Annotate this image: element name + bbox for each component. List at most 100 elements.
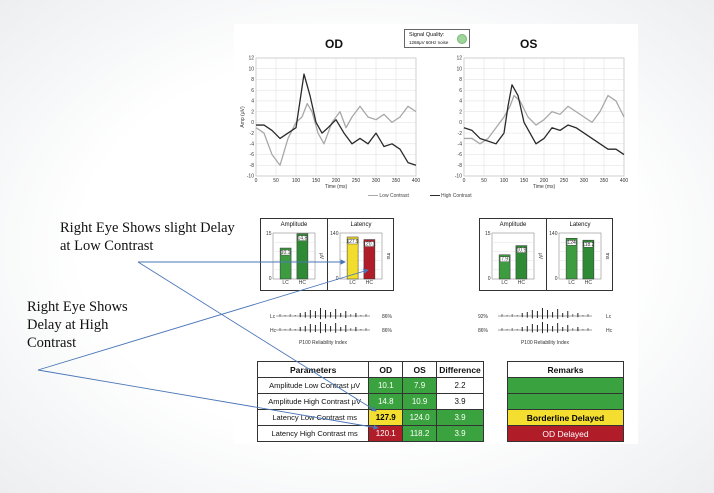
reliability-title: P100 Reliability Index	[521, 340, 570, 346]
table-row: Amplitude High Contrast μV 14.8 10.9 3.9	[256, 393, 484, 410]
value-label: 10.1	[281, 250, 291, 256]
value-label-box	[364, 241, 375, 247]
y-tick-label: 2	[251, 109, 254, 115]
y-axis-label: Amp (μV)	[240, 106, 246, 128]
y-tick-label: 6	[251, 88, 254, 94]
remark-borderline: Borderline Delayed	[507, 409, 624, 426]
remarks-table: Remarks Borderline Delayed OD Delayed	[507, 361, 624, 442]
os-bar-panel: Amplitude Latency 15 0 μV 7.9 LC 10.9 HC 140 0 m…	[479, 218, 613, 291]
x-tick-label: 0	[255, 178, 258, 184]
remark-cell	[507, 377, 624, 394]
os-waveform-chart: 0 50 100 150 200 250 300 350 400 12 10 8 6 4 2 0 -2 -4 -6 -…	[455, 56, 629, 190]
x-tick-label: 250	[560, 178, 569, 184]
x-tick-label: 400	[412, 178, 421, 184]
os-value: 124.0	[402, 409, 438, 426]
x-tick-label: 400	[620, 178, 629, 184]
y-tick-label: 6	[459, 88, 462, 94]
legend-low-label: Low Contrast	[379, 193, 409, 199]
y-tick-label: 2	[459, 109, 462, 115]
signal-quality-indicator	[457, 34, 467, 44]
y-tick-label: 10	[248, 66, 254, 72]
annotation-line: Right Eye Shows slight Delay	[60, 220, 235, 236]
legend-high-label: High Contrast	[441, 193, 472, 199]
reliability-percent: 92%	[478, 314, 489, 320]
x-tick-label: 200	[540, 178, 549, 184]
value-label: 124	[567, 240, 576, 246]
annotation-line: Contrast	[27, 335, 77, 351]
bar-lc	[565, 238, 578, 280]
od-amplitude-title: Amplitude	[280, 222, 308, 228]
y-tick-label: -8	[458, 163, 463, 169]
x-tick-label: 150	[520, 178, 529, 184]
y-axis-label: μV	[537, 253, 543, 260]
x-tick-label: 50	[273, 178, 279, 184]
parameters-table: Parameters OD OS Difference Amplitude Lo…	[256, 361, 484, 442]
os-amplitude-bar-chart: 15 0 μV 7.9 LC 10.9 HC	[485, 231, 543, 286]
y-tick-label: -2	[250, 131, 255, 137]
difference-value: 3.9	[436, 409, 484, 426]
table-row: Latency High Contrast ms 120.1 118.2 3.9	[256, 425, 484, 442]
annotation-line: Delay at High	[27, 317, 109, 333]
x-tick-label: 150	[312, 178, 321, 184]
value-label-box	[516, 247, 527, 253]
legend-low-swatch	[368, 195, 378, 197]
category-label: LC	[282, 280, 289, 286]
x-tick-label: 50	[481, 178, 487, 184]
category-label: LC	[349, 280, 356, 286]
arrow-high-to-graph	[37, 268, 369, 371]
os-value: 10.9	[402, 393, 438, 410]
header-od: OD	[368, 361, 404, 378]
category-label: HC	[585, 280, 593, 286]
series-high-contrast	[463, 84, 625, 156]
x-tick-label: 250	[352, 178, 361, 184]
value-label-box	[280, 249, 291, 256]
y-tick-label: 140	[330, 231, 339, 237]
x-tick-label: 0	[463, 178, 466, 184]
value-label-box	[566, 240, 577, 246]
category-label: HC	[366, 280, 374, 286]
header-os: OS	[402, 361, 438, 378]
reliability-title: P100 Reliability Index	[299, 340, 348, 346]
x-axis-label: Time (ms)	[533, 184, 556, 190]
arrow-low-to-table	[137, 261, 377, 412]
od-waveform-chart: 0 50 100 150 200 250 300 350 400 12 10 8 6 4 2 0 -2 -4 -6 -…	[240, 56, 421, 190]
x-tick-label: 200	[332, 178, 341, 184]
x-tick-label: 350	[392, 178, 401, 184]
x-tick-label: 350	[600, 178, 609, 184]
y-axis-label: ms	[385, 253, 391, 260]
y-tick-label: -2	[458, 131, 463, 137]
od-title: OD	[325, 37, 343, 51]
value-label-box	[297, 235, 308, 241]
x-tick-label: 100	[500, 178, 509, 184]
signal-quality-detail: 1268μV 60Hz noise	[409, 40, 449, 45]
row-label: Hc	[270, 328, 277, 334]
value-label: 118.2	[582, 242, 594, 248]
od-value: 120.1	[368, 425, 404, 442]
od-bar-panel: Amplitude Latency 15 0 μV 10.1 LC 14.8 HC 140 0…	[260, 218, 394, 291]
y-tick-label: -10	[247, 174, 254, 180]
reliability-percent: 86%	[382, 328, 393, 334]
arrow-high-to-table	[37, 369, 379, 430]
series-high-contrast	[256, 73, 417, 166]
annotation-low-contrast: Right Eye Shows slight Delay at Low Cont…	[60, 219, 235, 255]
value-label-box	[347, 238, 358, 245]
annotation-line: Right Eye Shows	[27, 299, 128, 315]
header-difference: Difference	[436, 361, 484, 378]
value-label: 14.8	[298, 235, 308, 241]
category-label: HC	[518, 280, 526, 286]
value-label: 7.9	[501, 257, 508, 263]
x-tick-label: 300	[580, 178, 589, 184]
y-tick-label: 140	[549, 231, 558, 237]
os-value: 118.2	[402, 425, 438, 442]
os-amplitude-title: Amplitude	[499, 222, 527, 228]
y-tick-label: -6	[250, 152, 255, 158]
annotation-line: at Low Contrast	[60, 238, 154, 254]
y-tick-label: 0	[251, 120, 254, 126]
y-tick-label: 12	[248, 56, 254, 62]
row-label: Lc	[606, 314, 612, 320]
value-label: 120.1	[363, 241, 376, 247]
os-reliability-index: 92% Lc 86% Hc P100 Reliability Index	[478, 308, 613, 346]
od-latency-title: Latency	[350, 222, 372, 228]
os-latency-bar-chart: 140 0 ms 124 LC 118.2 HC	[549, 231, 610, 286]
annotation-high-contrast: Right Eye Shows Delay at High Contrast	[27, 298, 128, 352]
